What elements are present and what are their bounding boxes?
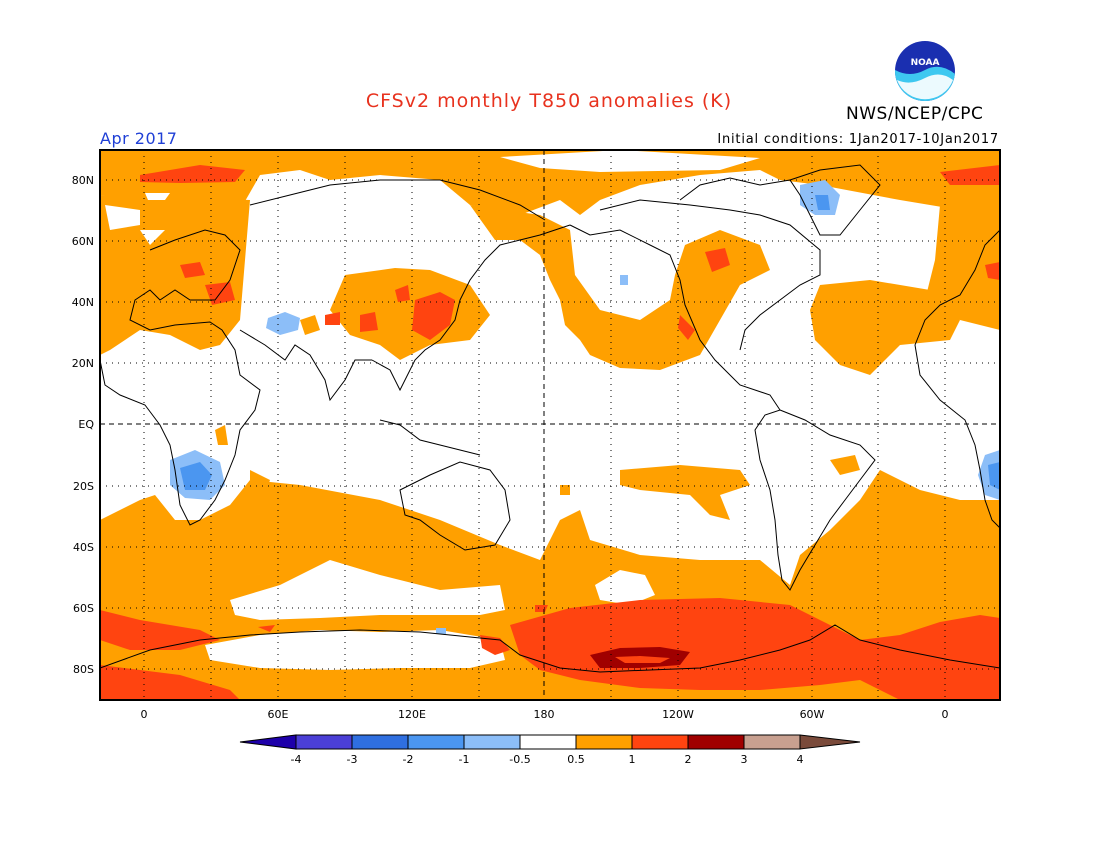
colorbar-label: 4 xyxy=(797,753,804,766)
lat-label: 40N xyxy=(72,296,94,309)
lon-label: 0 xyxy=(141,708,148,721)
noaa-logo-icon: NOAA xyxy=(895,41,955,101)
lat-label: 60S xyxy=(73,602,94,615)
lon-label: 120E xyxy=(398,708,426,721)
colorbar-label: -3 xyxy=(347,753,358,766)
equator-dateline xyxy=(100,150,1000,700)
colorbar-label: -1 xyxy=(459,753,470,766)
latitude-labels: 80N 60N 40N 20N EQ 20S 40S 60S 80S xyxy=(72,174,95,676)
lat-label: 40S xyxy=(73,541,94,554)
coastlines xyxy=(100,164,1000,673)
longitude-labels: 0 60E 120E 180 120W 60W 0 xyxy=(141,708,949,721)
colorbar-cell xyxy=(295,734,353,750)
colorbar-label: -4 xyxy=(291,753,302,766)
colorbar-label: 1 xyxy=(629,753,636,766)
colorbar-cell xyxy=(687,734,745,750)
map-panel xyxy=(100,150,1000,700)
colorbar-cell xyxy=(351,734,409,750)
colorbar-label: -0.5 xyxy=(509,753,530,766)
neutral-holes xyxy=(105,150,760,670)
svg-text:NOAA: NOAA xyxy=(911,58,940,68)
colorbar-label: -2 xyxy=(403,753,414,766)
lon-label: 60E xyxy=(268,708,289,721)
lat-label: 80N xyxy=(72,174,94,187)
anomaly-shading-1-2 xyxy=(100,165,1000,700)
lat-label: 80S xyxy=(73,663,94,676)
colorbar-cell xyxy=(239,734,297,750)
lat-label: 60N xyxy=(72,235,94,248)
colorbar-labels: -4 -3 -2 -1 -0.5 0.5 1 2 3 4 xyxy=(291,753,804,766)
forecast-period: Apr 2017 xyxy=(100,129,178,148)
lon-label: 0 xyxy=(942,708,949,721)
colorbar-cell xyxy=(575,734,633,750)
colorbar-label: 0.5 xyxy=(567,753,585,766)
lat-label: 20S xyxy=(73,480,94,493)
colorbar-cell xyxy=(743,734,801,750)
chart-title: CFSv2 monthly T850 anomalies (K) xyxy=(365,90,733,112)
lat-label: EQ xyxy=(78,418,94,431)
colorbar-cell xyxy=(407,734,465,750)
colorbar-label: 2 xyxy=(685,753,692,766)
colorbar-cell xyxy=(631,734,689,750)
gridlines xyxy=(100,150,1000,700)
colorbar xyxy=(239,734,861,750)
colorbar-cell xyxy=(463,734,521,750)
initial-conditions: Initial conditions: 1Jan2017-10Jan2017 xyxy=(717,132,999,147)
map-frame xyxy=(99,149,1001,701)
lon-label: 120W xyxy=(662,708,694,721)
colorbar-label: 3 xyxy=(741,753,748,766)
lat-label: 20N xyxy=(72,357,94,370)
colorbar-cell xyxy=(519,734,577,750)
colorbar-cell xyxy=(799,734,861,750)
agency-label: NWS/NCEP/CPC xyxy=(846,104,984,124)
lon-label: 60W xyxy=(800,708,825,721)
lon-label: 180 xyxy=(534,708,555,721)
